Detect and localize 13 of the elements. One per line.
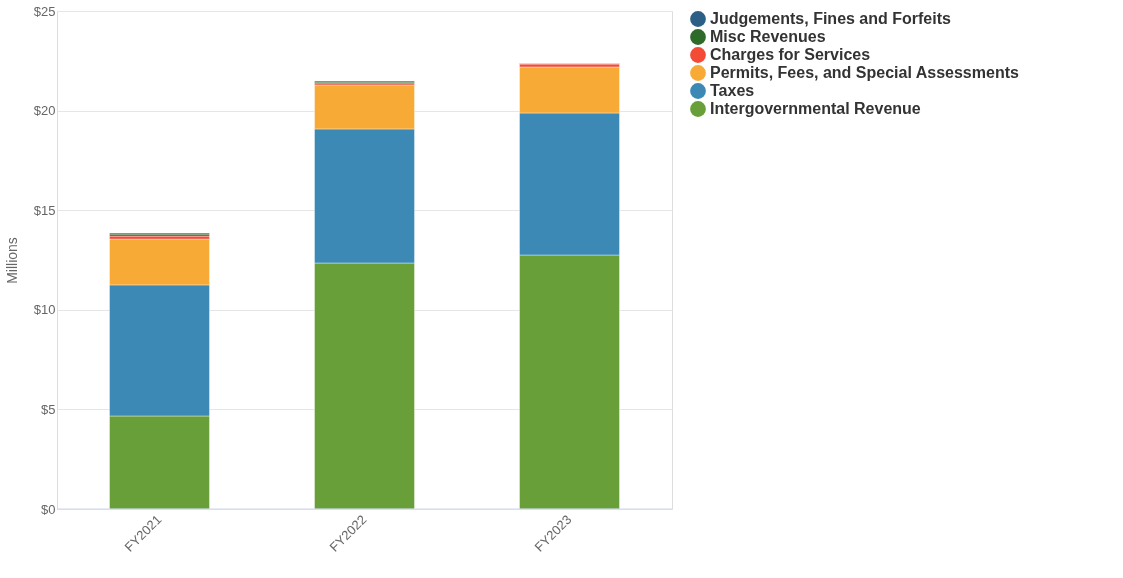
y-tick-label: $10 (33, 302, 56, 318)
legend-label: Misc Revenues (710, 28, 826, 45)
y-tick-label: $15 (33, 202, 56, 218)
y-axis-title: Millions (3, 237, 20, 284)
y-tick-label: $20 (33, 103, 56, 119)
legend-label: Intergovernmental Revenue (710, 100, 921, 117)
legend-label: Charges for Services (710, 46, 871, 63)
y-tick-label: $0 (41, 501, 56, 517)
legend-label: Permits, Fees, and Special Assessments (710, 64, 1019, 81)
y-tick-label: $5 (41, 401, 56, 417)
y-tick-label: $25 (33, 3, 56, 19)
legend-label: Judgements, Fines and Forfeits (710, 10, 952, 27)
legend-label: Taxes (710, 82, 755, 99)
